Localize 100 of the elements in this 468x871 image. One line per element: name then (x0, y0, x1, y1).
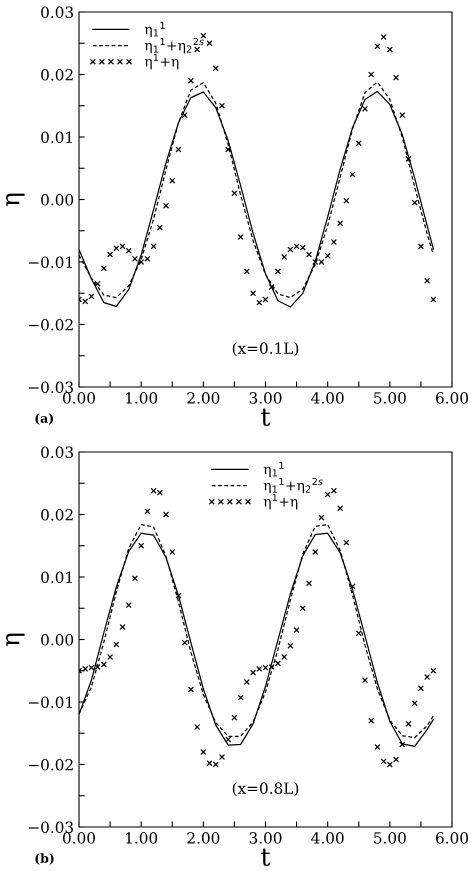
point (405, 156, 412, 162)
point (244, 268, 250, 274)
point (268, 284, 275, 290)
point (306, 251, 312, 258)
point (144, 256, 150, 262)
y-axis-title: η (6, 194, 25, 206)
y-tick-label: 0.03 (41, 446, 74, 458)
point (399, 112, 406, 118)
point (324, 252, 331, 259)
point (250, 290, 256, 296)
point (169, 178, 176, 184)
point (100, 265, 107, 272)
point (182, 112, 188, 118)
point (231, 190, 238, 196)
point (144, 508, 150, 514)
point (132, 575, 138, 582)
legend-label: η$_{1}$$^{1}$+η$_{2}$$^{2s}$ (144, 38, 204, 54)
x-tick-label: 5.00 (374, 832, 406, 844)
point (107, 251, 114, 258)
x-tick-label: 0.00 (63, 832, 95, 844)
point (386, 761, 393, 768)
x-tick-label: 6.00 (436, 392, 468, 404)
point (262, 296, 269, 303)
point (256, 300, 262, 306)
text: (a) (35, 413, 53, 425)
point (343, 540, 350, 546)
x-tick-label: 4.00 (311, 832, 344, 844)
point (188, 686, 194, 693)
legend-label: η$^{1}$+η (264, 494, 298, 510)
y-axis-title: η (6, 634, 25, 646)
text: (b) (35, 853, 54, 865)
point (281, 254, 288, 260)
point (182, 640, 188, 646)
point (194, 724, 200, 730)
point (424, 278, 430, 284)
point (412, 700, 418, 706)
y-tick-label: −0.03 (28, 821, 74, 834)
point (374, 43, 380, 50)
x-tick-label: 6.00 (436, 832, 468, 844)
point (107, 654, 114, 660)
point (206, 40, 213, 46)
annotation: (x=0.8L) (232, 782, 298, 796)
point (88, 293, 94, 300)
point (380, 34, 387, 40)
point (356, 140, 362, 146)
point (418, 243, 424, 250)
point (119, 624, 126, 630)
y-tick-label: 0.02 (41, 68, 73, 81)
point (386, 46, 393, 53)
point (300, 605, 306, 612)
point (281, 654, 288, 660)
point (126, 248, 132, 254)
point (82, 298, 88, 304)
x-tick-label: 5.00 (374, 392, 406, 404)
point (430, 296, 436, 303)
point (312, 548, 318, 556)
point (405, 720, 412, 727)
point (287, 246, 294, 253)
point (138, 258, 144, 266)
point (330, 238, 337, 246)
y-tick-label: −0.03 (28, 381, 74, 394)
point (94, 280, 101, 287)
y-tick-label: 0.01 (41, 571, 72, 584)
x-tick-label: 0.00 (63, 392, 95, 404)
point (113, 641, 120, 648)
y-tick-label: −0.02 (28, 318, 73, 331)
point (294, 627, 300, 634)
x-tick-label: 2.00 (187, 832, 220, 844)
point (150, 243, 157, 250)
point (330, 488, 337, 494)
point (218, 754, 226, 760)
point (368, 71, 374, 78)
point (324, 491, 331, 498)
point (374, 744, 380, 750)
point (225, 736, 232, 743)
x-tick-label: 3.00 (250, 832, 282, 844)
point (412, 200, 418, 206)
point (274, 268, 281, 274)
point (188, 78, 194, 84)
point (138, 542, 144, 549)
point (368, 718, 374, 724)
y-tick-label: 0.03 (41, 6, 74, 18)
legend-label: η$_{1}$$^{1}$ (264, 462, 284, 478)
point (200, 748, 206, 756)
point (356, 630, 362, 636)
x-tick-label: 1.00 (126, 392, 158, 404)
point (306, 580, 312, 586)
point (349, 583, 356, 590)
y-tick-label: 0.00 (41, 194, 74, 206)
point (274, 660, 281, 666)
point (430, 668, 436, 674)
y-tick-label: −0.02 (28, 758, 73, 771)
x-tick-label: 1.00 (126, 832, 158, 844)
y-tick-label: 0.01 (41, 131, 72, 144)
point (175, 146, 182, 153)
point (162, 202, 170, 209)
point (194, 46, 200, 53)
point (218, 102, 226, 109)
point (392, 756, 400, 763)
point (175, 592, 182, 599)
